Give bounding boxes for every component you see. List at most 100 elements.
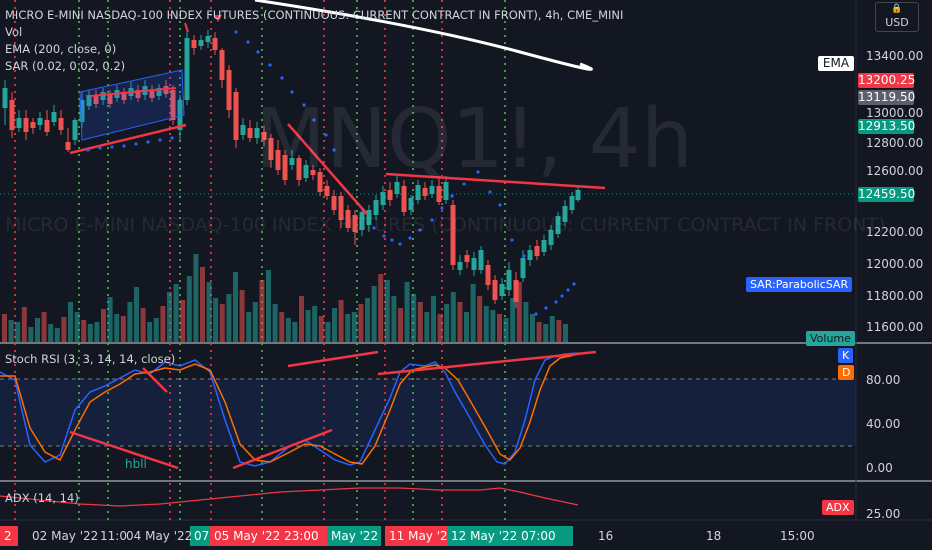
volume-bar xyxy=(483,306,489,342)
legend-stoch-rsi[interactable]: Stoch RSI (3, 3, 14, 14, close) xyxy=(5,352,176,366)
volume-bar xyxy=(2,314,7,342)
volume-bar xyxy=(563,324,568,342)
sar-dot xyxy=(544,306,548,310)
sar-dot xyxy=(534,312,538,316)
volume-bar xyxy=(259,280,265,342)
time-tick: 15:00 xyxy=(780,529,815,543)
volume-bar xyxy=(497,314,502,342)
time-tick: 16 xyxy=(598,529,614,543)
volume-bar xyxy=(8,320,14,342)
volume-bar xyxy=(193,254,199,342)
volume-bar xyxy=(153,318,159,342)
candle-body xyxy=(380,192,386,205)
sar-dot xyxy=(372,226,376,230)
candle-body xyxy=(541,240,547,252)
time-highlight: 11 May '22 xyxy=(385,526,455,546)
volume-bar xyxy=(252,302,258,342)
candle-body xyxy=(555,216,561,234)
candle-body xyxy=(254,128,260,138)
volume-bar xyxy=(371,286,377,342)
volume-bar xyxy=(279,312,285,342)
volume-bar xyxy=(411,294,417,342)
volume-bar xyxy=(365,298,370,342)
candle-body xyxy=(100,92,106,100)
volume-bar xyxy=(312,306,318,342)
volume-bar xyxy=(74,312,80,342)
candle-body xyxy=(268,138,274,160)
volume-bar xyxy=(101,309,106,342)
volume-bar xyxy=(417,302,423,342)
trendline xyxy=(89,87,177,97)
sar-dot xyxy=(498,203,502,207)
legend-sar[interactable]: SAR (0.02, 0.02, 0.2) xyxy=(5,59,126,73)
volume-bar xyxy=(536,322,542,342)
candle-body xyxy=(177,100,183,130)
price-tick: 11600.00 xyxy=(866,320,924,334)
volume-bar xyxy=(186,276,192,342)
candle-body xyxy=(331,196,337,210)
sar-dot xyxy=(408,236,412,240)
sar-dot xyxy=(382,234,386,238)
sar-dot xyxy=(554,300,558,304)
candle-body xyxy=(492,280,498,300)
volume-bar xyxy=(48,324,54,342)
currency-button[interactable]: 🔒 USD xyxy=(875,2,919,32)
sar-dot xyxy=(324,133,328,137)
volume-bar xyxy=(332,308,337,342)
candle-body xyxy=(93,96,99,104)
candle-body xyxy=(513,280,519,302)
volume-bar xyxy=(510,298,516,342)
sar-dot xyxy=(302,103,306,107)
symbol-title[interactable]: MICRO E-MINI NASDAQ-100 INDEX FUTURES (C… xyxy=(5,8,624,22)
volume-bar xyxy=(437,314,443,342)
candle-body xyxy=(79,100,85,122)
volume-bar xyxy=(450,292,456,342)
volume-bar xyxy=(180,300,186,342)
sar-dot xyxy=(398,242,402,246)
volume-bar xyxy=(140,308,146,342)
price-label-crosshair: 13119.50 xyxy=(858,90,916,105)
candle-body xyxy=(338,196,344,220)
stoch-d-line xyxy=(0,353,579,465)
legend-ema[interactable]: EMA (200, close, 0) xyxy=(5,42,117,56)
sar-dot xyxy=(158,138,162,142)
watermark-ticker: MNQ1!, 4h xyxy=(255,92,693,187)
legend-adx[interactable]: ADX (14, 14) xyxy=(5,491,79,505)
candle-body xyxy=(184,38,190,100)
candle-body xyxy=(422,188,428,196)
watermark-name: MICRO E-MINI NASDAQ-100 INDEX FUTURES (C… xyxy=(5,214,886,236)
volume-bar xyxy=(477,296,483,342)
candle-body xyxy=(121,92,127,100)
volume-bar xyxy=(556,320,562,342)
sar-dot xyxy=(440,206,444,210)
sar-dot xyxy=(418,228,422,232)
candle-body xyxy=(51,112,57,122)
volume-bar xyxy=(470,284,476,342)
trendline xyxy=(69,430,179,470)
candle-body xyxy=(240,125,246,135)
stoch-annotation[interactable]: hbll xyxy=(125,457,147,471)
price-label-high: 13200.25 xyxy=(858,73,916,88)
price-label-last: 12459.50 xyxy=(858,187,916,202)
sar-dot xyxy=(170,136,174,140)
legend-vol[interactable]: Vol xyxy=(5,25,23,39)
ema-line xyxy=(254,0,593,71)
sar-dot xyxy=(332,148,336,152)
volume-bar xyxy=(391,296,397,342)
candle-body xyxy=(2,88,8,108)
volume-bar xyxy=(516,282,522,342)
time-highlight: 12 May '22 07:00 xyxy=(447,526,573,546)
lock-icon: 🔒 xyxy=(891,4,903,14)
candle-body xyxy=(212,38,218,50)
candle-body xyxy=(408,198,414,210)
volume-bar xyxy=(457,302,463,342)
volume-bar xyxy=(523,302,529,342)
candle-body xyxy=(373,200,379,215)
candle-body xyxy=(170,90,176,120)
candle-body xyxy=(296,158,302,180)
trendline xyxy=(287,123,368,215)
sar-dot xyxy=(246,40,250,44)
candle-body xyxy=(506,270,512,290)
